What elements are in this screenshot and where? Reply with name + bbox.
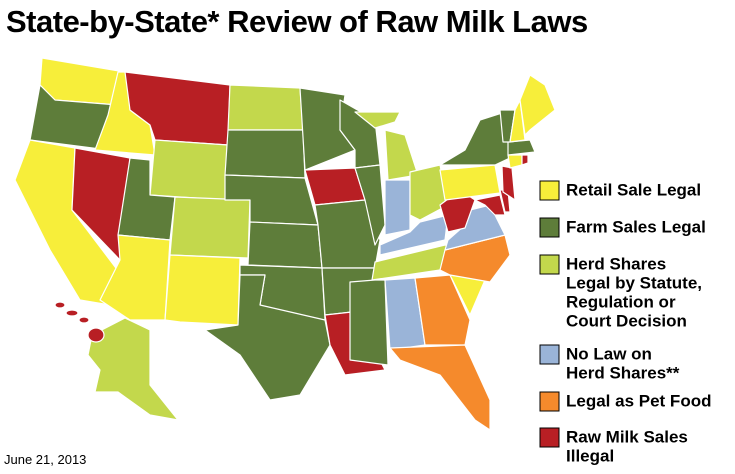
state xyxy=(439,111,511,166)
legend-label: Retail Sale Legal xyxy=(566,180,701,199)
state xyxy=(519,74,556,136)
state xyxy=(304,167,366,206)
state xyxy=(354,111,401,129)
state xyxy=(87,327,105,343)
state xyxy=(204,274,331,401)
state xyxy=(389,344,491,431)
state xyxy=(164,254,241,326)
state xyxy=(227,84,304,131)
legend-label: Legal by Statute, xyxy=(566,273,702,292)
state xyxy=(54,301,66,309)
state xyxy=(87,317,179,421)
state xyxy=(507,154,523,169)
state xyxy=(501,165,516,201)
date: June 21, 2013 xyxy=(4,452,87,467)
legend-label: Regulation or xyxy=(566,292,676,311)
legend-label: Legal as Pet Food xyxy=(566,391,711,410)
state xyxy=(474,194,506,216)
state xyxy=(224,129,306,179)
states xyxy=(14,57,556,431)
state xyxy=(149,139,229,201)
title: State-by-State* Review of Raw Milk Laws xyxy=(6,4,588,39)
legend-label: Herd Shares xyxy=(566,254,666,273)
legend-label: No Law on xyxy=(566,344,652,363)
legend-label: Court Decision xyxy=(566,311,687,330)
state xyxy=(521,154,529,166)
legend-label: Herd Shares** xyxy=(566,363,680,382)
legend-swatch xyxy=(539,180,560,201)
legend-swatch xyxy=(539,217,560,238)
state xyxy=(169,196,251,259)
state xyxy=(384,179,411,236)
legend-swatch xyxy=(539,254,560,275)
state xyxy=(409,164,449,221)
legend-label: Farm Sales Legal xyxy=(566,217,706,236)
legend-label: Raw Milk Sales xyxy=(566,427,688,446)
legend-swatch xyxy=(539,391,560,412)
state xyxy=(439,164,501,201)
legend: Retail Sale Legal Farm Sales Legal Herd Sh… xyxy=(539,180,711,465)
legend-swatch xyxy=(539,344,560,365)
state xyxy=(65,309,79,317)
state xyxy=(339,99,381,169)
state xyxy=(414,274,471,346)
legend-label: Illegal xyxy=(566,446,614,465)
legend-swatch xyxy=(539,427,560,448)
state xyxy=(354,164,386,246)
state xyxy=(247,221,323,269)
state xyxy=(78,316,90,324)
state xyxy=(349,279,389,366)
